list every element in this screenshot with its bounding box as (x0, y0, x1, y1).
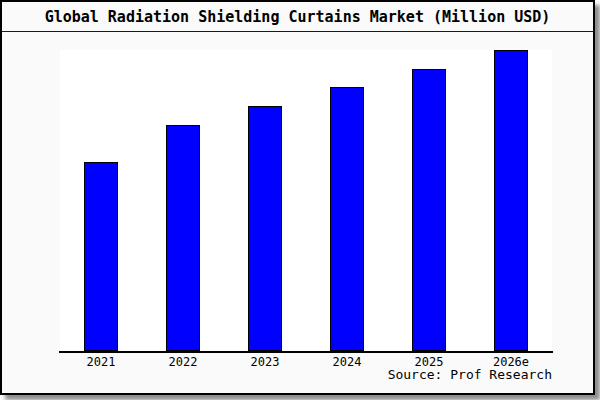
bar-2026e (494, 50, 528, 351)
bar-2025 (412, 69, 446, 351)
title-bar: Global Radiation Shielding Curtains Mark… (2, 2, 593, 32)
x-axis-line (59, 351, 553, 353)
bar-slot-2025 (388, 50, 470, 351)
bar-slot-2022 (142, 50, 224, 351)
bar-2021 (84, 162, 118, 351)
bar-series (60, 50, 552, 351)
plot-area (60, 50, 552, 351)
chart-title: Global Radiation Shielding Curtains Mark… (45, 8, 551, 26)
bar-2023 (248, 106, 282, 351)
bar-slot-2023 (224, 50, 306, 351)
bar-2022 (166, 125, 200, 351)
bar-slot-2026e (470, 50, 552, 351)
bar-2024 (330, 87, 364, 351)
bar-slot-2024 (306, 50, 388, 351)
chart-figure: Global Radiation Shielding Curtains Mark… (0, 0, 595, 395)
source-credit: Source: Prof Research (60, 367, 552, 382)
bar-slot-2021 (60, 50, 142, 351)
